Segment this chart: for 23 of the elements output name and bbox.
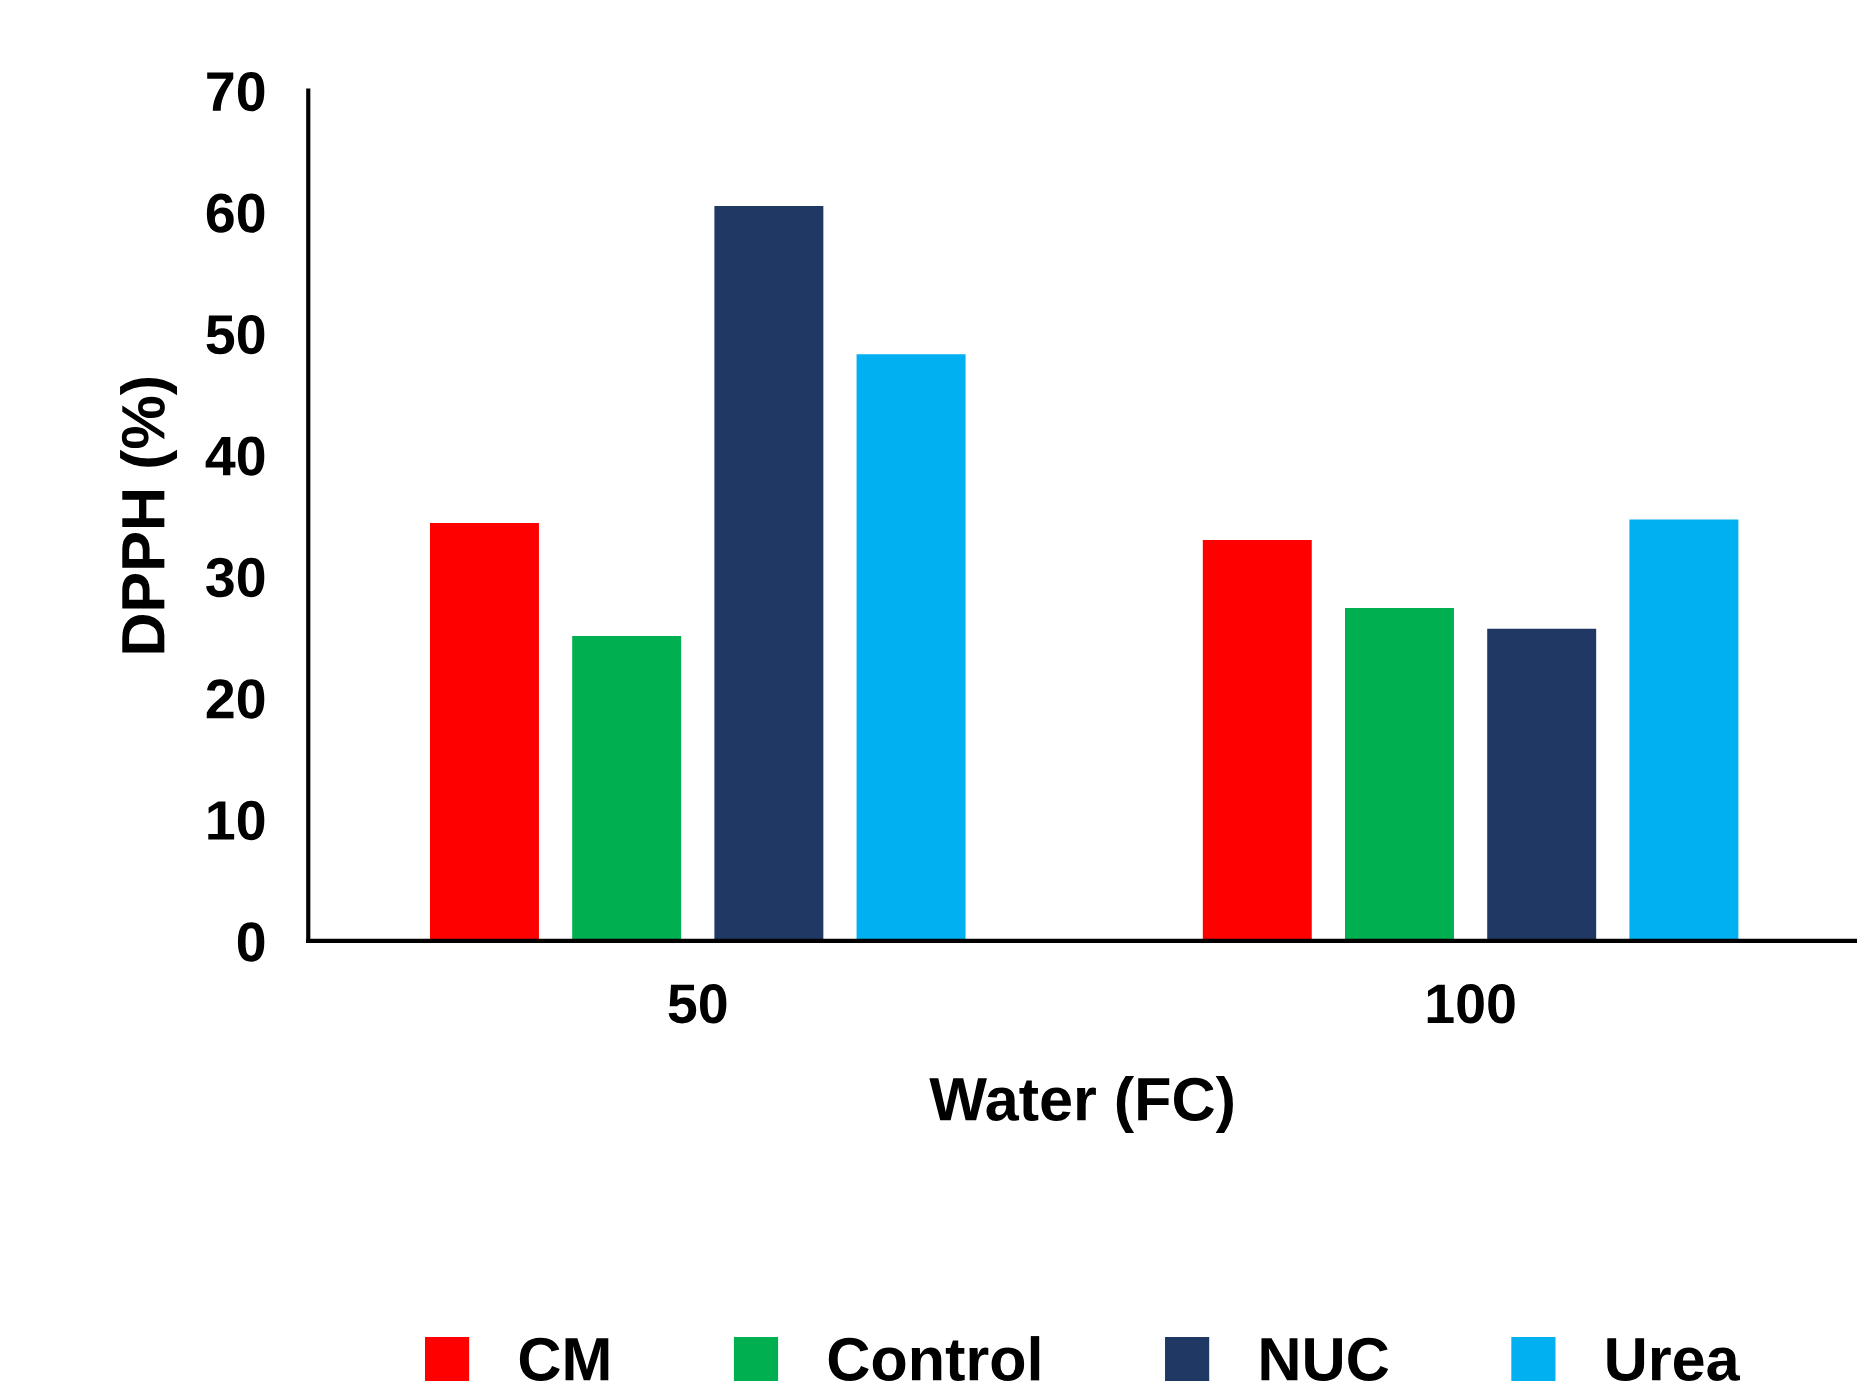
- y-tick-label: 60: [206, 193, 265, 233]
- legend-label: CM: [519, 1337, 609, 1381]
- y-tick-label: 20: [206, 679, 265, 719]
- legend-label: NUC: [1261, 1337, 1389, 1381]
- legend-label: Control: [828, 1336, 1040, 1381]
- bar: [1487, 628, 1597, 941]
- bar: [1629, 519, 1739, 941]
- bar: [1202, 540, 1312, 941]
- y-tick-label: 70: [207, 71, 265, 112]
- legend-label: Urea: [1607, 1338, 1740, 1381]
- y-tick-label: 40: [205, 436, 265, 476]
- y-tick-label: 0: [237, 922, 265, 962]
- bar: [714, 206, 824, 941]
- y-axis-title: DPPH (%): [120, 377, 178, 653]
- x-axis-title: Water (FC): [929, 1076, 1233, 1134]
- bar: [429, 523, 539, 941]
- y-tick-label: 50: [206, 314, 265, 355]
- bar: [572, 636, 682, 941]
- y-tick-label: 30: [206, 557, 265, 598]
- bar: [856, 354, 966, 941]
- y-tick-label: 10: [208, 800, 265, 841]
- x-tick-label: 100: [1427, 984, 1515, 1024]
- bar: [1345, 608, 1454, 941]
